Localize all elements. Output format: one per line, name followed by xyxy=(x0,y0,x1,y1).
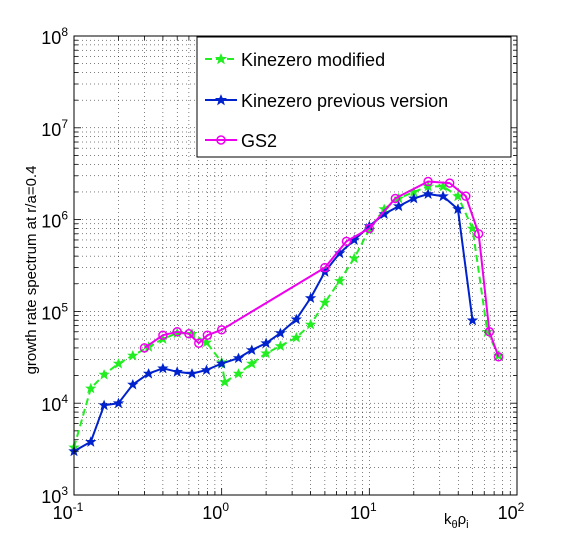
data-point xyxy=(319,296,331,308)
data-point xyxy=(232,368,245,379)
x-tick-label: 101 xyxy=(350,500,377,523)
data-point xyxy=(142,368,155,379)
data-point xyxy=(200,364,213,376)
data-point xyxy=(260,337,272,349)
data-point xyxy=(348,252,360,264)
data-point xyxy=(200,336,213,348)
series-1 xyxy=(68,188,479,457)
data-point xyxy=(98,369,110,380)
data-point xyxy=(393,200,405,212)
data-point xyxy=(390,193,401,204)
series-2 xyxy=(139,176,504,362)
data-point xyxy=(473,229,484,239)
y-tick-label: 107 xyxy=(41,117,68,140)
data-point xyxy=(158,330,168,340)
data-point xyxy=(112,397,125,409)
data-point xyxy=(320,262,330,273)
data-point xyxy=(364,223,375,234)
data-point xyxy=(304,318,317,330)
data-point xyxy=(466,314,479,326)
data-point xyxy=(484,327,495,337)
legend-label-gs2: GS2 xyxy=(241,131,277,151)
data-point xyxy=(184,329,194,339)
data-point xyxy=(98,399,110,411)
legend-marker-gs2 xyxy=(216,135,226,145)
x-tick-label: 100 xyxy=(202,500,229,523)
legend-item-kinezero-modified: Kinezero modified xyxy=(205,50,385,70)
data-point xyxy=(171,366,183,377)
data-point xyxy=(422,188,434,200)
y-axis-label: growth rate spectrum at r/a=0.4 xyxy=(23,166,40,375)
data-point xyxy=(461,191,471,201)
data-point xyxy=(274,340,287,352)
plot-frame xyxy=(73,35,518,496)
x-tick-label: 10-1 xyxy=(53,500,84,523)
data-point xyxy=(232,352,245,364)
data-point xyxy=(139,343,150,353)
data-point xyxy=(246,344,258,356)
data-point xyxy=(493,352,504,362)
data-point xyxy=(172,327,182,337)
data-point xyxy=(216,325,227,335)
data-point xyxy=(304,292,317,304)
data-point xyxy=(186,368,198,379)
data-point xyxy=(127,350,139,361)
legend-label-kinezero-previous: Kinezero previous version xyxy=(241,91,448,111)
tick-labels: 10-1 100 101 102 103 104 105 106 107 108 xyxy=(41,25,524,523)
series-layer xyxy=(68,176,505,457)
data-point xyxy=(334,275,346,286)
y-tick-label: 104 xyxy=(41,392,68,415)
data-point xyxy=(444,178,455,188)
legend: Kinezero modified Kinezero previous vers… xyxy=(196,36,512,158)
data-point xyxy=(290,313,302,325)
legend-item-gs2: GS2 xyxy=(205,131,277,151)
legend-label-kinezero-modified: Kinezero modified xyxy=(241,50,385,70)
data-point xyxy=(112,358,125,369)
y-tick-label: 103 xyxy=(41,484,68,507)
data-point xyxy=(202,330,213,340)
x-axis-label: kθρi xyxy=(444,511,469,531)
data-point xyxy=(85,382,97,394)
y-tick-label: 108 xyxy=(41,25,68,48)
legend-marker-kinezero-previous xyxy=(214,94,228,106)
y-tick-label: 105 xyxy=(41,300,68,323)
x-tick-label: 102 xyxy=(498,500,525,523)
data-point xyxy=(246,358,258,369)
data-point xyxy=(290,331,302,343)
data-point xyxy=(127,378,139,390)
data-point xyxy=(260,347,272,359)
y-tick-label: 106 xyxy=(41,209,68,232)
legend-box xyxy=(196,36,512,158)
data-point xyxy=(157,362,169,374)
data-point xyxy=(452,203,464,215)
data-point xyxy=(408,192,420,204)
data-point xyxy=(378,208,390,220)
data-point xyxy=(85,436,97,447)
legend-marker-kinezero-modified xyxy=(214,53,228,65)
data-point xyxy=(219,376,231,388)
data-point xyxy=(437,190,449,202)
data-point xyxy=(216,358,228,369)
legend-item-kinezero-previous: Kinezero previous version xyxy=(205,91,448,111)
series-line xyxy=(73,193,474,453)
data-point xyxy=(194,338,204,348)
data-point xyxy=(423,176,433,187)
data-point xyxy=(274,327,287,339)
data-point xyxy=(341,236,352,247)
data-point xyxy=(452,190,464,202)
